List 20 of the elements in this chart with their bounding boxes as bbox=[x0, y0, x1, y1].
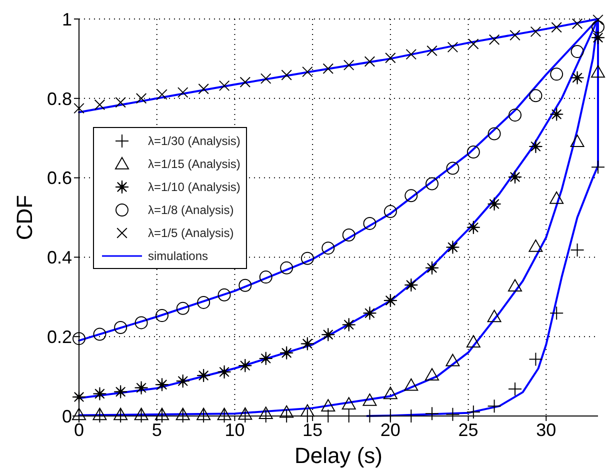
x-tick-label: 25 bbox=[458, 420, 478, 440]
y-tick-label: 0 bbox=[62, 406, 72, 426]
legend-label: λ=1/10 (Analysis) bbox=[148, 180, 240, 194]
legend-label: λ=1/5 (Analysis) bbox=[148, 226, 234, 240]
x-tick-label: 20 bbox=[380, 420, 400, 440]
legend-label: λ=1/8 (Analysis) bbox=[148, 202, 234, 216]
legend-label: λ=1/15 (Analysis) bbox=[148, 156, 240, 170]
y-tick-label: 0.2 bbox=[46, 326, 72, 347]
x-tick-label: 10 bbox=[224, 420, 245, 440]
x-tick-label: 15 bbox=[302, 420, 323, 440]
legend-label: simulations bbox=[148, 248, 208, 262]
x-tick-label: 5 bbox=[152, 420, 162, 440]
x-axis-title: Delay (s) bbox=[294, 443, 383, 468]
y-tick-label: 0.4 bbox=[46, 248, 72, 268]
legend-label: λ=1/30 (Analysis) bbox=[148, 134, 240, 148]
y-tick-label: 0.6 bbox=[46, 168, 72, 188]
y-tick-label: 1 bbox=[62, 9, 72, 30]
x-tick-label: 30 bbox=[536, 420, 556, 440]
y-tick-label: 0.8 bbox=[46, 88, 72, 109]
y-axis-title: CDF bbox=[12, 194, 37, 240]
